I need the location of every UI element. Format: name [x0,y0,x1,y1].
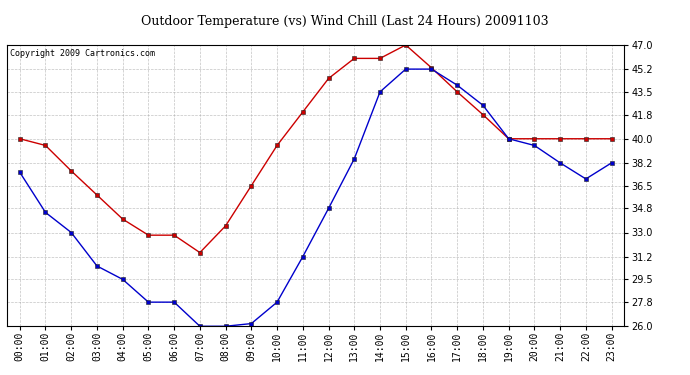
Text: Copyright 2009 Cartronics.com: Copyright 2009 Cartronics.com [10,49,155,58]
Text: Outdoor Temperature (vs) Wind Chill (Last 24 Hours) 20091103: Outdoor Temperature (vs) Wind Chill (Las… [141,15,549,28]
